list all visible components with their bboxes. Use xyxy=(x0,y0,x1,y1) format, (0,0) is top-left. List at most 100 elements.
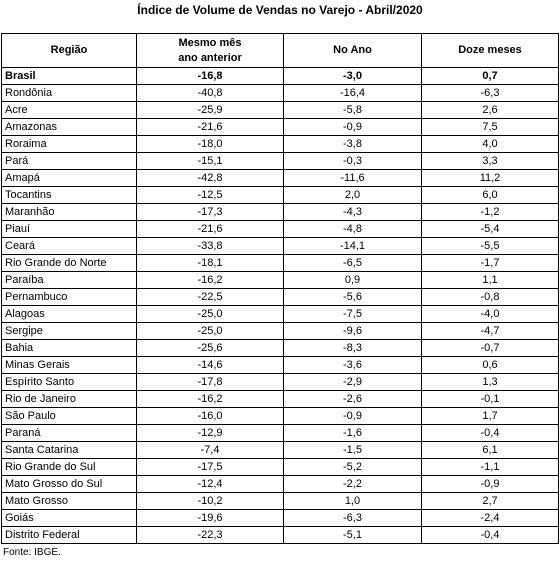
header-line: Mesmo mês xyxy=(140,36,280,51)
value-cell: -17,8 xyxy=(137,374,284,391)
value-cell: -0,9 xyxy=(284,119,422,136)
column-header: Região xyxy=(2,34,137,68)
table-row: Paraíba-16,20,91,1 xyxy=(2,272,559,289)
value-cell: -6,5 xyxy=(284,255,422,272)
table-row: Rio Grande do Sul-17,5-5,2-1,1 xyxy=(2,459,559,476)
table-row: Roraima-18,0-3,84,0 xyxy=(2,136,559,153)
value-cell: -15,1 xyxy=(137,153,284,170)
table-row: Sergipe-25,0-9,6-4,7 xyxy=(2,323,559,340)
table-row: Acre-25,9-5,82,6 xyxy=(2,102,559,119)
value-cell: -16,4 xyxy=(284,85,422,102)
region-cell: Bahia xyxy=(2,340,137,357)
region-cell: Brasil xyxy=(2,68,137,85)
table-row: Distrito Federal-22,3-5,1-0,4 xyxy=(2,527,559,544)
value-cell: 2,6 xyxy=(422,102,559,119)
value-cell: -42,8 xyxy=(137,170,284,187)
value-cell: -0,9 xyxy=(422,476,559,493)
value-cell: -2,6 xyxy=(284,391,422,408)
value-cell: 2,0 xyxy=(284,187,422,204)
value-cell: -5,2 xyxy=(284,459,422,476)
value-cell: -2,4 xyxy=(422,510,559,527)
value-cell: 0,9 xyxy=(284,272,422,289)
value-cell: -19,6 xyxy=(137,510,284,527)
region-cell: Alagoas xyxy=(2,306,137,323)
source-note: Fonte: IBGE. xyxy=(3,547,61,558)
value-cell: 0,7 xyxy=(422,68,559,85)
region-cell: Rio Grande do Norte xyxy=(2,255,137,272)
value-cell: -5,1 xyxy=(284,527,422,544)
value-cell: -4,7 xyxy=(422,323,559,340)
header-line: Doze meses xyxy=(425,43,555,58)
region-cell: Tocantins xyxy=(2,187,137,204)
value-cell: -4,8 xyxy=(284,221,422,238)
region-cell: Maranhão xyxy=(2,204,137,221)
header-line: Região xyxy=(5,43,133,58)
value-cell: -40,8 xyxy=(137,85,284,102)
header-line: ano anterior xyxy=(140,51,280,66)
value-cell: -6,3 xyxy=(422,85,559,102)
value-cell: 1,1 xyxy=(422,272,559,289)
value-cell: -33,8 xyxy=(137,238,284,255)
value-cell: -14,6 xyxy=(137,357,284,374)
value-cell: -10,2 xyxy=(137,493,284,510)
value-cell: -5,8 xyxy=(284,102,422,119)
region-cell: Amazonas xyxy=(2,119,137,136)
value-cell: -0,7 xyxy=(422,340,559,357)
table-row: Pernambuco-22,5-5,6-0,8 xyxy=(2,289,559,306)
table-row: Paraná-12,9-1,6-0,4 xyxy=(2,425,559,442)
region-cell: Acre xyxy=(2,102,137,119)
region-cell: Roraima xyxy=(2,136,137,153)
table-row: Alagoas-25,0-7,5-4,0 xyxy=(2,306,559,323)
value-cell: -3,6 xyxy=(284,357,422,374)
value-cell: -16,2 xyxy=(137,272,284,289)
region-cell: Ceará xyxy=(2,238,137,255)
value-cell: 6,1 xyxy=(422,442,559,459)
table-row: São Paulo-16,0-0,91,7 xyxy=(2,408,559,425)
region-cell: Distrito Federal xyxy=(2,527,137,544)
value-cell: -18,0 xyxy=(137,136,284,153)
table-row: Brasil-16,8-3,00,7 xyxy=(2,68,559,85)
region-cell: Espírito Santo xyxy=(2,374,137,391)
table-row: Minas Gerais-14,6-3,60,6 xyxy=(2,357,559,374)
value-cell: -22,5 xyxy=(137,289,284,306)
table-row: Pará-15,1-0,33,3 xyxy=(2,153,559,170)
table-row: Piauí-21,6-4,8-5,4 xyxy=(2,221,559,238)
value-cell: -5,6 xyxy=(284,289,422,306)
value-cell: -3,0 xyxy=(284,68,422,85)
table-row: Espírito Santo-17,8-2,91,3 xyxy=(2,374,559,391)
value-cell: -17,5 xyxy=(137,459,284,476)
value-cell: -4,0 xyxy=(422,306,559,323)
value-cell: -6,3 xyxy=(284,510,422,527)
region-cell: Amapá xyxy=(2,170,137,187)
value-cell: -0,4 xyxy=(422,527,559,544)
table-row: Maranhão-17,3-4,3-1,2 xyxy=(2,204,559,221)
region-cell: Piauí xyxy=(2,221,137,238)
table-row: Amazonas-21,6-0,97,5 xyxy=(2,119,559,136)
value-cell: -2,2 xyxy=(284,476,422,493)
title: Índice de Volume de Vendas no Varejo - A… xyxy=(0,3,560,17)
value-cell: -1,2 xyxy=(422,204,559,221)
header-line: No Ano xyxy=(287,43,418,58)
value-cell: -3,8 xyxy=(284,136,422,153)
region-cell: Sergipe xyxy=(2,323,137,340)
value-cell: -11,6 xyxy=(284,170,422,187)
value-cell: -9,6 xyxy=(284,323,422,340)
region-cell: Santa Catarina xyxy=(2,442,137,459)
value-cell: -1,7 xyxy=(422,255,559,272)
value-cell: -22,3 xyxy=(137,527,284,544)
value-cell: -12,9 xyxy=(137,425,284,442)
value-cell: 6,0 xyxy=(422,187,559,204)
column-header: Mesmo mêsano anterior xyxy=(137,34,284,68)
region-cell: Rio Grande do Sul xyxy=(2,459,137,476)
table-row: Mato Grosso do Sul-12,4-2,2-0,9 xyxy=(2,476,559,493)
value-cell: -16,2 xyxy=(137,391,284,408)
value-cell: -18,1 xyxy=(137,255,284,272)
table-row: Santa Catarina-7,4-1,56,1 xyxy=(2,442,559,459)
value-cell: -16,8 xyxy=(137,68,284,85)
region-cell: Paraná xyxy=(2,425,137,442)
data-table: RegiãoMesmo mêsano anteriorNo AnoDoze me… xyxy=(1,33,559,544)
value-cell: 1,0 xyxy=(284,493,422,510)
value-cell: -0,8 xyxy=(422,289,559,306)
value-cell: 2,7 xyxy=(422,493,559,510)
value-cell: -8,3 xyxy=(284,340,422,357)
